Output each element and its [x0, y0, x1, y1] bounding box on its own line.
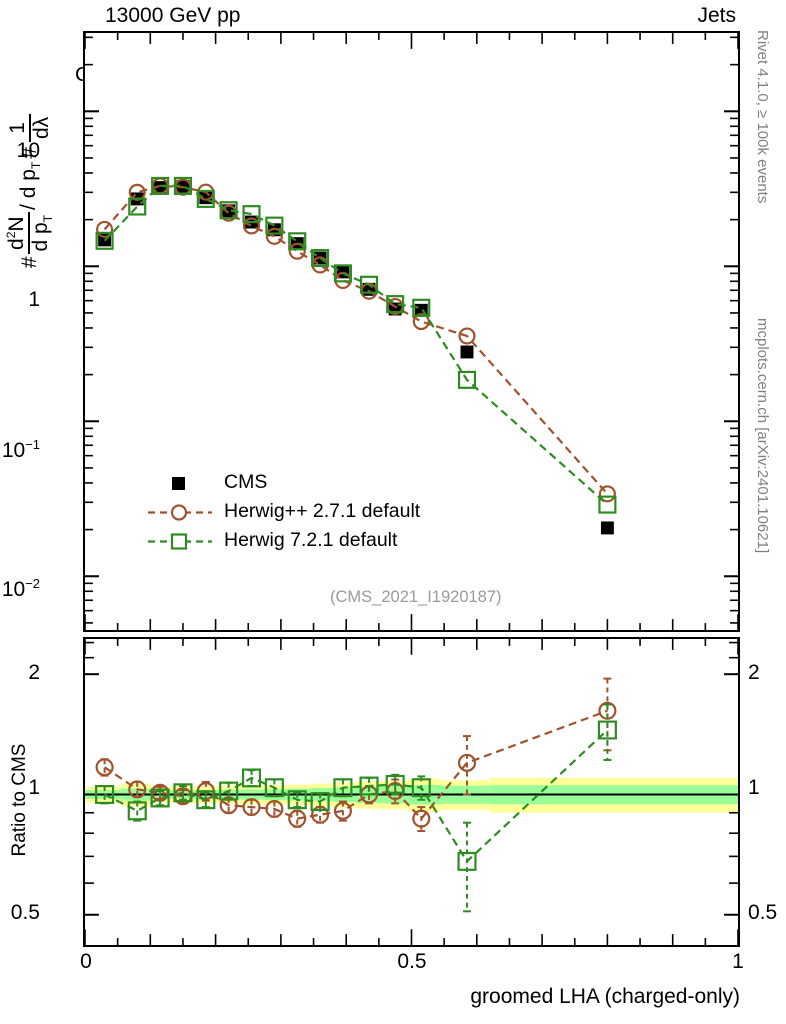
- y-tick-1e-1: 10−1: [1, 437, 40, 462]
- legend-label-herwigpp: Herwig++ 2.7.1 default: [224, 500, 421, 522]
- analysis-id-watermark: (CMS_2021_I1920187): [330, 588, 502, 606]
- legend: CMS Herwig++ 2.7.1 default Herwig 7.2.1 …: [148, 468, 420, 555]
- main-plot-svg: [85, 33, 738, 630]
- ratio-plot-svg: [85, 639, 738, 945]
- legend-key-open-circle-icon: [148, 502, 212, 522]
- main-plot-panel: [83, 31, 740, 632]
- legend-key-open-square-icon: [148, 531, 212, 551]
- legend-item-herwigpp[interactable]: Herwig++ 2.7.1 default: [148, 497, 420, 526]
- x-tick-0: 0: [80, 950, 92, 973]
- legend-label-herwig7: Herwig 7.2.1 default: [224, 529, 398, 551]
- ratio-y-tick-05-right: 0.5: [748, 901, 778, 924]
- ratio-y-tick-2-left: 2: [28, 661, 40, 684]
- ratio-y-tick-1-left: 1: [28, 776, 40, 799]
- ratio-label-text: Ratio to CMS: [9, 743, 30, 857]
- ratio-y-tick-05-left: 0.5: [10, 901, 40, 924]
- y-tick-1e-2: 10−2: [1, 576, 40, 601]
- ratio-y-tick-2-right: 2: [748, 661, 760, 684]
- x-tick-05: 0.5: [397, 950, 427, 973]
- y-tick-1: 1: [28, 288, 40, 311]
- legend-item-herwig7[interactable]: Herwig 7.2.1 default: [148, 526, 420, 555]
- ratio-plot-panel: [83, 637, 740, 947]
- legend-key-filled-square-icon: [148, 473, 212, 493]
- y-axis-fraction: d2N d pT: [4, 211, 55, 255]
- legend-label-cms: CMS: [224, 471, 268, 493]
- x-tick-1: 1: [732, 950, 744, 973]
- x-axis-label: groomed LHA (charged-only): [470, 985, 740, 1008]
- legend-item-cms[interactable]: CMS: [148, 468, 420, 497]
- ratio-y-tick-1-right: 1: [748, 776, 760, 799]
- mcplots-source-caption: mcplots.cern.ch [arXiv:2401.10621]: [754, 318, 771, 554]
- y-tick-10: 10: [16, 139, 40, 162]
- beam-energy-label: 13000 GeV pp: [105, 4, 241, 27]
- rivet-version-caption: Rivet 4.1.0, ≥ 100k events: [754, 30, 771, 204]
- y-axis-label-ratio: Ratio to CMS: [6, 700, 34, 900]
- analysis-category-label: Jets: [697, 4, 736, 27]
